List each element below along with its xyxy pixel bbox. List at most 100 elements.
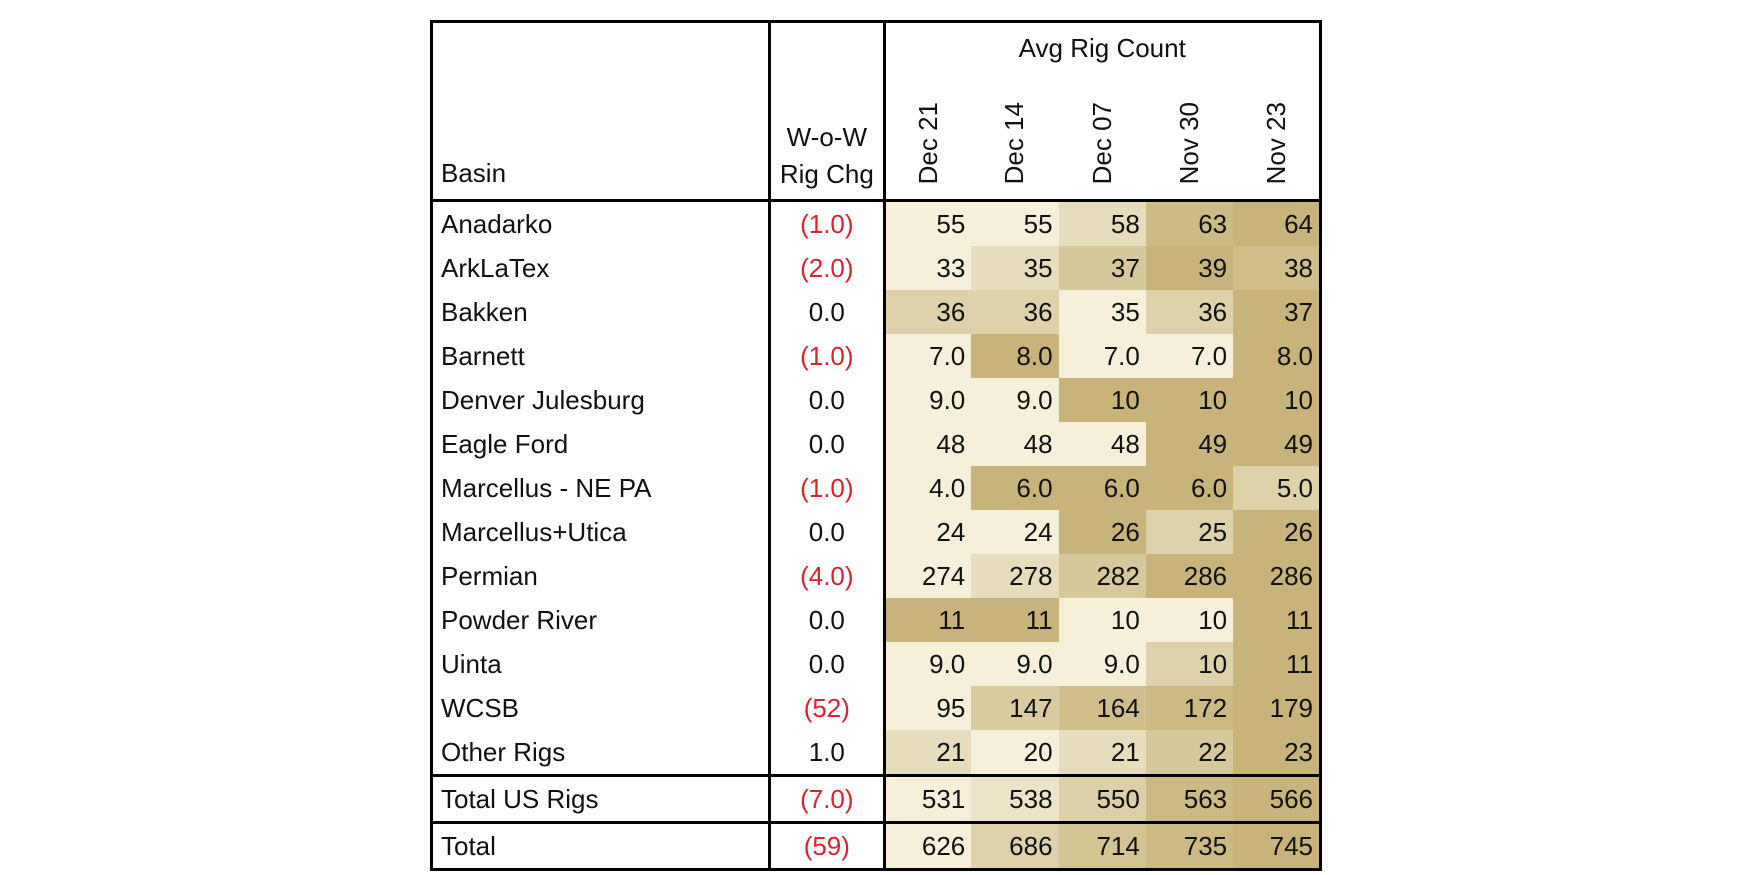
rig-count-cell: 36 bbox=[1145, 290, 1234, 334]
table-row: Powder River 0.0 11 11 10 10 11 bbox=[432, 598, 1321, 642]
basin-name: Permian bbox=[441, 560, 538, 591]
rig-count-cell: 282 bbox=[1058, 554, 1146, 598]
table-row: Uinta 0.0 9.0 9.0 9.0 10 11 bbox=[432, 642, 1321, 686]
wow-change-cell: 0.0 bbox=[768, 290, 886, 334]
date-header: Dec 14 bbox=[971, 73, 1058, 201]
rig-count-cell: 9.0 bbox=[884, 642, 972, 686]
date-header: Dec 07 bbox=[1059, 73, 1146, 201]
rig-count-cell: 550 bbox=[1058, 774, 1146, 823]
basin-name: Barnett bbox=[441, 340, 525, 371]
date-header-label: Dec 21 bbox=[912, 101, 943, 184]
date-header-label: Nov 30 bbox=[1173, 101, 1204, 184]
rig-count-cell: 64 bbox=[1233, 199, 1321, 246]
table-row: Marcellus+Utica 0.0 24 24 26 25 26 bbox=[432, 510, 1321, 554]
rig-count-cell: 9.0 bbox=[884, 378, 972, 422]
rig-count-cell: 686 bbox=[971, 821, 1059, 870]
rig-count-cell: 49 bbox=[1233, 422, 1321, 466]
rig-count-cell: 22 bbox=[1145, 730, 1234, 776]
basin-name: Denver Julesburg bbox=[441, 384, 645, 415]
rig-count-cell: 563 bbox=[1145, 774, 1234, 823]
basin-name: Total US Rigs bbox=[431, 774, 770, 823]
basin-name: Marcellus - NE PA bbox=[441, 472, 652, 503]
wow-change-cell: 0.0 bbox=[768, 642, 886, 686]
rig-count-cell: 164 bbox=[1058, 686, 1146, 730]
rig-count-cell: 49 bbox=[1145, 422, 1234, 466]
date-header: Nov 23 bbox=[1233, 73, 1320, 201]
rig-count-cell: 35 bbox=[1058, 290, 1146, 334]
rig-count-cell: 38 bbox=[1233, 246, 1321, 290]
basin-name: Total bbox=[431, 821, 770, 870]
rig-count-cell: 531 bbox=[884, 774, 972, 823]
rig-count-cell: 21 bbox=[884, 730, 972, 776]
wow-change-cell: 0.0 bbox=[768, 422, 886, 466]
basin-name: Marcellus+Utica bbox=[441, 516, 627, 547]
rig-count-cell: 55 bbox=[884, 199, 972, 246]
rig-count-cell: 33 bbox=[884, 246, 972, 290]
table-row: Total (59) 626 686 714 735 745 bbox=[431, 821, 1321, 870]
wow-change-cell: (1.0) bbox=[768, 199, 886, 246]
table-row: Anadarko (1.0) 55 55 58 63 64 bbox=[431, 199, 1321, 246]
rig-count-cell: 48 bbox=[1058, 422, 1146, 466]
rig-count-cell: 7.0 bbox=[884, 334, 972, 378]
rig-count-cell: 10 bbox=[1058, 378, 1146, 422]
wow-change-header: W-o-W Rig Chg bbox=[768, 21, 886, 201]
rig-count-cell: 95 bbox=[884, 686, 972, 730]
wow-change-cell: (7.0) bbox=[768, 774, 886, 823]
table-row: WCSB (52) 95 147 164 172 179 bbox=[432, 686, 1321, 730]
rig-count-cell: 21 bbox=[1058, 730, 1146, 776]
rig-count-cell: 172 bbox=[1145, 686, 1234, 730]
wow-change-header-line2: Rig Chg bbox=[779, 159, 874, 189]
rig-count-cell: 25 bbox=[1145, 510, 1234, 554]
basin-name: Anadarko bbox=[431, 199, 770, 246]
basin-name: WCSB bbox=[441, 692, 519, 723]
rig-count-cell: 10 bbox=[1145, 378, 1234, 422]
wow-change-cell: 0.0 bbox=[768, 598, 886, 642]
rig-count-cell: 10 bbox=[1145, 598, 1234, 642]
rig-count-cell: 8.0 bbox=[1233, 334, 1321, 378]
basin-header: Basin bbox=[441, 158, 507, 188]
basin-name: Uinta bbox=[441, 648, 502, 679]
date-header-label: Nov 23 bbox=[1260, 101, 1291, 184]
table-row: Other Rigs 1.0 21 20 21 22 23 bbox=[432, 730, 1321, 776]
rig-count-cell: 6.0 bbox=[1058, 466, 1146, 510]
rig-count-cell: 11 bbox=[1233, 642, 1321, 686]
wow-change-header-line1: W-o-W bbox=[786, 122, 867, 152]
table-row: Denver Julesburg 0.0 9.0 9.0 10 10 10 bbox=[432, 378, 1321, 422]
wow-change-cell: (2.0) bbox=[768, 246, 886, 290]
rig-count-cell: 11 bbox=[884, 598, 972, 642]
rig-count-cell: 24 bbox=[971, 510, 1059, 554]
date-header-label: Dec 07 bbox=[1086, 101, 1117, 184]
rig-count-cell: 37 bbox=[1233, 290, 1321, 334]
rig-count-cell: 626 bbox=[884, 821, 972, 870]
rig-count-cell: 6.0 bbox=[971, 466, 1059, 510]
rig-count-cell: 55 bbox=[971, 199, 1059, 246]
rig-count-cell: 39 bbox=[1145, 246, 1234, 290]
rig-count-cell: 10 bbox=[1058, 598, 1146, 642]
rig-count-cell: 37 bbox=[1058, 246, 1146, 290]
rig-count-cell: 48 bbox=[971, 422, 1059, 466]
table-row: Bakken 0.0 36 36 35 36 37 bbox=[432, 290, 1321, 334]
rig-count-cell: 735 bbox=[1145, 821, 1234, 870]
rig-count-cell: 10 bbox=[1145, 642, 1234, 686]
rig-count-cell: 7.0 bbox=[1058, 334, 1146, 378]
rig-count-cell: 58 bbox=[1058, 199, 1146, 246]
rig-count-cell: 179 bbox=[1233, 686, 1321, 730]
basin-name: ArkLaTex bbox=[441, 252, 550, 283]
table-row: Barnett (1.0) 7.0 8.0 7.0 7.0 8.0 bbox=[432, 334, 1321, 378]
wow-change-cell: (4.0) bbox=[768, 554, 886, 598]
rig-count-cell: 11 bbox=[1233, 598, 1321, 642]
rig-count-cell: 4.0 bbox=[884, 466, 972, 510]
rig-count-cell: 286 bbox=[1145, 554, 1234, 598]
date-header: Nov 30 bbox=[1146, 73, 1233, 201]
rig-count-cell: 11 bbox=[971, 598, 1059, 642]
rig-count-cell: 566 bbox=[1233, 774, 1321, 823]
basin-name: Other Rigs bbox=[441, 736, 566, 767]
rig-count-cell: 7.0 bbox=[1145, 334, 1234, 378]
rig-count-table: Basin W-o-W Rig Chg Avg Rig Count Dec 21… bbox=[430, 20, 1322, 871]
rig-count-cell: 63 bbox=[1145, 199, 1234, 246]
table-row: ArkLaTex (2.0) 33 35 37 39 38 bbox=[432, 246, 1321, 290]
table-row: Permian (4.0) 274 278 282 286 286 bbox=[432, 554, 1321, 598]
rig-count-cell: 36 bbox=[884, 290, 972, 334]
rig-count-cell: 286 bbox=[1233, 554, 1321, 598]
wow-change-cell: (1.0) bbox=[768, 466, 886, 510]
